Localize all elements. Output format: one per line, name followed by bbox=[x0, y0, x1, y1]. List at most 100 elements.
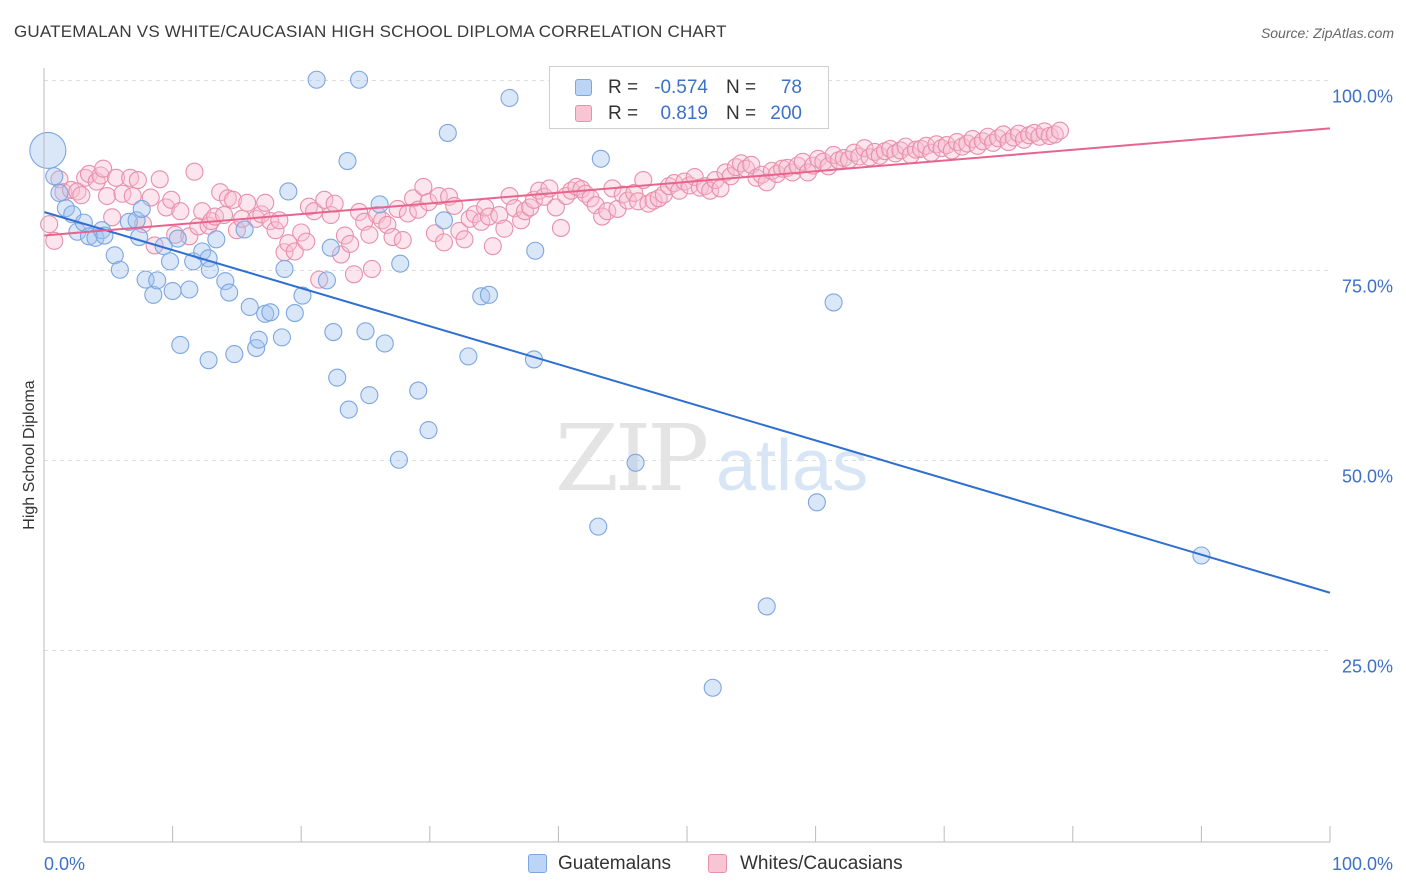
point-guatemalans-72 bbox=[626, 453, 645, 472]
point-guatemalans-34 bbox=[225, 345, 244, 364]
point-whites-4 bbox=[61, 180, 81, 199]
point-whites-180 bbox=[953, 137, 972, 156]
point-guatemalans-41 bbox=[272, 328, 291, 347]
point-guatemalans-60 bbox=[409, 381, 428, 400]
point-guatemalans-46 bbox=[307, 70, 326, 89]
point-whites-109 bbox=[586, 196, 605, 215]
point-guatemalans-54 bbox=[356, 322, 375, 341]
legend-n-label: N = bbox=[726, 77, 757, 98]
point-guatemalans-29 bbox=[199, 351, 218, 370]
y-tick-label-25: 25.0% bbox=[1342, 657, 1393, 677]
point-guatemalans-44 bbox=[285, 304, 304, 323]
point-guatemalans-58 bbox=[389, 450, 408, 469]
point-whites-149 bbox=[793, 152, 812, 171]
point-whites-37 bbox=[223, 190, 243, 209]
legend-r-label: R = bbox=[608, 103, 639, 124]
point-guatemalans-66 bbox=[479, 285, 499, 304]
legend-swatch-pink bbox=[575, 105, 592, 122]
point-whites-65 bbox=[362, 259, 381, 279]
point-guatemalans-65 bbox=[472, 287, 491, 306]
x-tick-label-max: 100.0% bbox=[1332, 854, 1393, 874]
point-guatemalans-22 bbox=[163, 281, 182, 301]
point-guatemalans-1 bbox=[45, 167, 64, 186]
point-whites-11 bbox=[94, 159, 113, 178]
point-whites-53 bbox=[305, 202, 324, 221]
legend-n-label: N = bbox=[726, 103, 757, 124]
point-guatemalans-73 bbox=[703, 678, 722, 697]
point-guatemalans-56 bbox=[370, 195, 389, 214]
point-whites-10 bbox=[91, 166, 110, 185]
point-whites-177 bbox=[937, 136, 956, 155]
point-whites-70 bbox=[388, 199, 407, 218]
point-guatemalans-64 bbox=[459, 347, 478, 366]
legend-swatch-blue bbox=[528, 854, 547, 873]
watermark-zip: ZIP bbox=[555, 405, 706, 512]
point-whites-135 bbox=[721, 167, 740, 186]
point-whites-40 bbox=[238, 193, 257, 212]
point-whites-13 bbox=[103, 208, 122, 227]
point-guatemalans-40 bbox=[261, 303, 280, 322]
trend-layer bbox=[43, 127, 1331, 594]
point-guatemalans-13 bbox=[119, 212, 138, 231]
points-layer bbox=[29, 70, 1211, 697]
point-whites-22 bbox=[150, 170, 169, 189]
y-tick-label-100: 100.0% bbox=[1332, 87, 1393, 107]
point-whites-115 bbox=[618, 191, 637, 210]
x-tick-label-min: 0.0% bbox=[44, 854, 85, 874]
axis-layer: 25.0% 50.0% 75.0% 100.0% 0.0% 100.0% bbox=[43, 68, 1393, 874]
point-whites-62 bbox=[350, 202, 369, 222]
point-whites-101 bbox=[546, 198, 565, 217]
point-whites-28 bbox=[185, 162, 204, 181]
point-whites-116 bbox=[625, 183, 644, 203]
point-guatemalans-42 bbox=[275, 259, 294, 279]
point-whites-17 bbox=[123, 186, 142, 206]
point-whites-152 bbox=[809, 149, 828, 168]
point-whites-91 bbox=[495, 219, 514, 238]
point-guatemalans-18 bbox=[144, 285, 163, 304]
legend-label-whites: Whites/Caucasians bbox=[740, 853, 903, 874]
point-guatemalans-24 bbox=[171, 335, 190, 355]
point-guatemalans-43 bbox=[279, 182, 298, 201]
point-whites-57 bbox=[325, 194, 344, 213]
trend-line-guatemalans bbox=[43, 211, 1331, 594]
point-whites-171 bbox=[906, 140, 925, 159]
point-whites-50 bbox=[292, 223, 311, 242]
point-guatemalans-75 bbox=[807, 493, 826, 512]
point-whites-46 bbox=[270, 211, 289, 230]
point-guatemalans-19 bbox=[148, 271, 167, 290]
point-guatemalans-11 bbox=[105, 246, 124, 265]
point-whites-43 bbox=[256, 193, 275, 212]
point-whites-6 bbox=[72, 186, 91, 205]
point-guatemalans-15 bbox=[130, 228, 149, 247]
point-whites-27 bbox=[180, 227, 199, 246]
point-whites-85 bbox=[465, 205, 484, 224]
point-guatemalans-36 bbox=[240, 297, 259, 317]
point-guatemalans-0 bbox=[29, 131, 67, 169]
point-whites-26 bbox=[171, 202, 190, 221]
watermark-atlas: atlas bbox=[716, 426, 868, 506]
point-guatemalans-25 bbox=[180, 280, 199, 299]
point-whites-18 bbox=[128, 171, 147, 190]
point-guatemalans-48 bbox=[321, 238, 340, 257]
point-guatemalans-49 bbox=[324, 323, 343, 342]
point-whites-161 bbox=[855, 139, 874, 158]
legend-r-label: R = bbox=[608, 77, 639, 98]
point-whites-69 bbox=[383, 228, 402, 247]
point-guatemalans-70 bbox=[589, 517, 608, 536]
legend-n-value: 200 bbox=[770, 103, 802, 124]
legend-swatch-blue bbox=[575, 79, 592, 96]
point-whites-1 bbox=[45, 231, 64, 250]
point-whites-90 bbox=[490, 205, 509, 225]
point-whites-64 bbox=[360, 225, 379, 244]
point-guatemalans-16 bbox=[132, 199, 151, 218]
point-guatemalans-61 bbox=[419, 421, 438, 440]
point-guatemalans-32 bbox=[216, 272, 235, 291]
point-whites-73 bbox=[404, 189, 423, 208]
legend-swatch-pink bbox=[708, 854, 727, 873]
point-guatemalans-62 bbox=[434, 211, 453, 230]
point-guatemalans-57 bbox=[375, 334, 394, 353]
point-guatemalans-23 bbox=[168, 229, 187, 248]
watermark: ZIP atlas bbox=[555, 405, 868, 512]
point-whites-199 bbox=[1050, 121, 1069, 140]
